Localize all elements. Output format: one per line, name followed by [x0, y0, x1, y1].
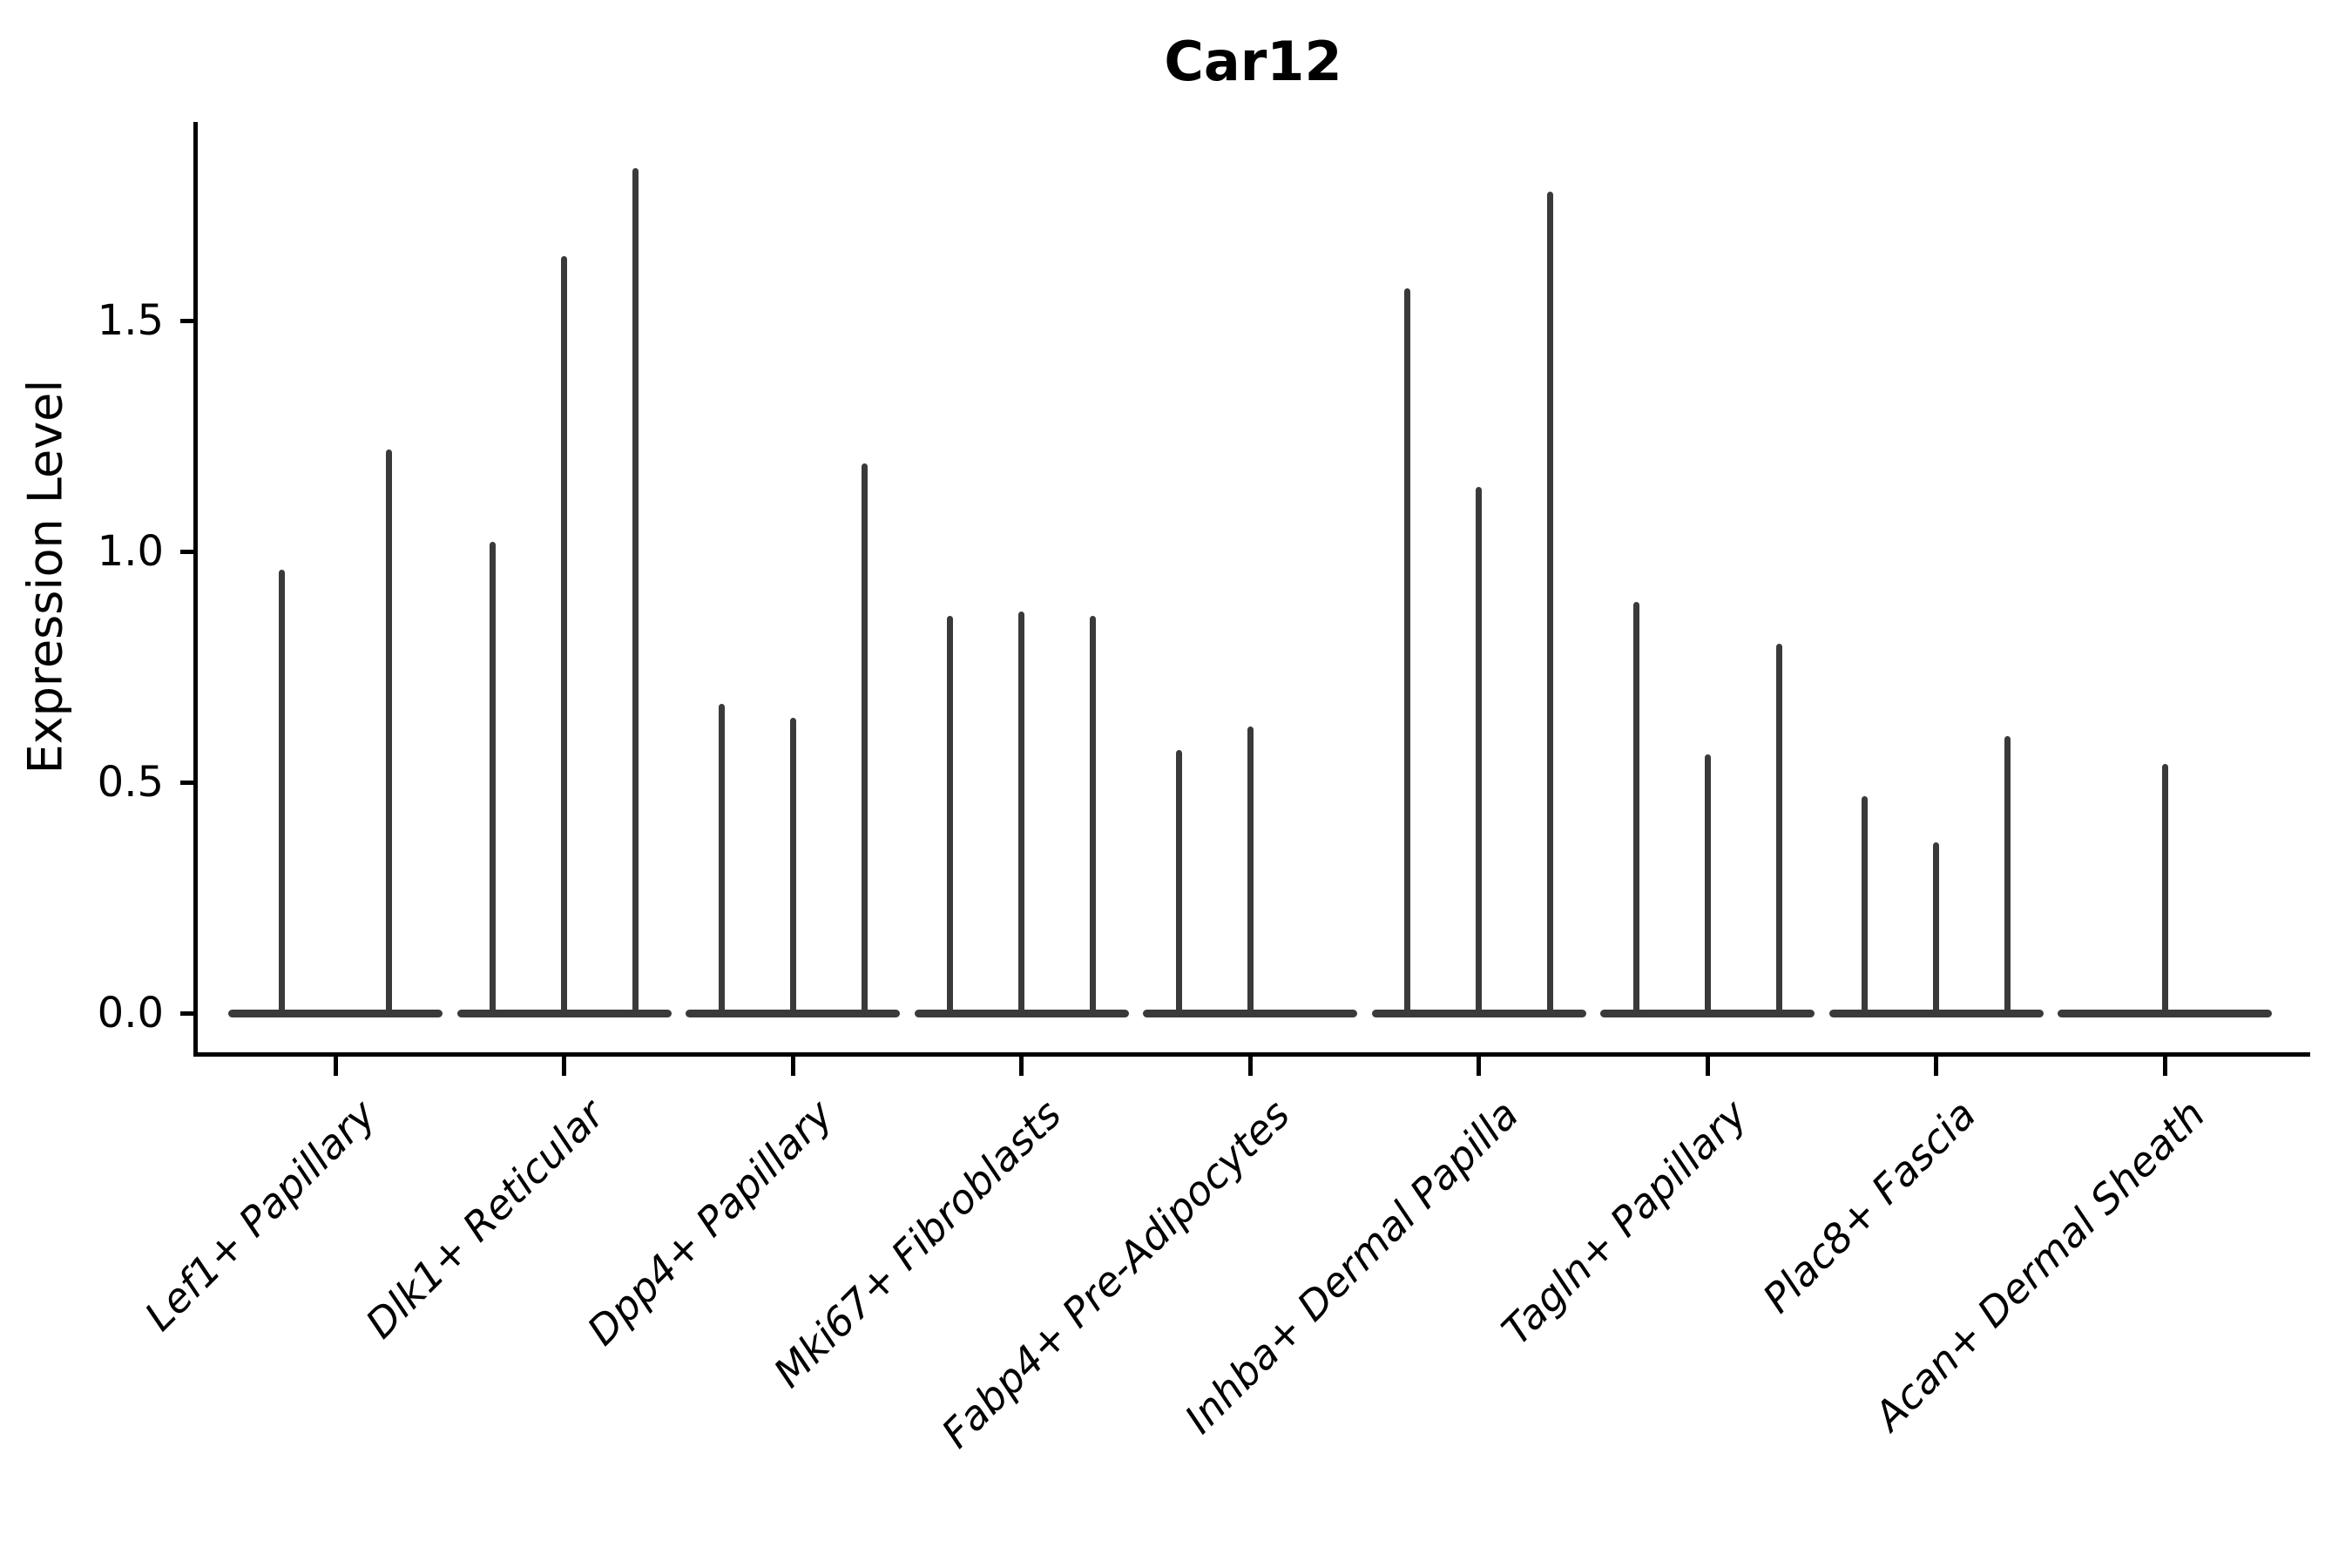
x-tick-mark: [333, 1057, 338, 1076]
violin-spike: [632, 168, 639, 1013]
x-tick-mark: [2162, 1057, 2167, 1076]
violin-spike: [1247, 727, 1254, 1013]
x-tick-label: Dpp4+ Papillary: [578, 1091, 842, 1355]
x-tick-mark: [1019, 1057, 1024, 1076]
violin-spike: [279, 570, 285, 1013]
y-tick-mark: [180, 780, 196, 785]
x-axis-spine: [193, 1052, 2310, 1057]
y-axis-spine: [193, 122, 198, 1057]
x-tick-mark: [1705, 1057, 1710, 1076]
violin-spike: [1933, 841, 1939, 1013]
y-tick-mark: [180, 318, 196, 323]
x-tick-mark: [790, 1057, 795, 1076]
violin-spike: [1476, 486, 1482, 1013]
violin-spike: [561, 255, 567, 1013]
violin-spike: [1018, 611, 1024, 1013]
violin-body-baseline: [456, 1009, 672, 1017]
y-axis-label: Expression Level: [17, 379, 73, 774]
violin-spike: [789, 717, 796, 1013]
violin-spike: [386, 449, 392, 1013]
violin-spike: [2161, 763, 2168, 1013]
violin-spike: [2004, 736, 2011, 1013]
x-tick-mark: [1477, 1057, 1481, 1076]
x-tick-mark: [562, 1057, 566, 1076]
x-tick-label: Tagln+ Papillary: [1492, 1091, 1757, 1355]
violin-spike: [1862, 795, 1868, 1013]
x-tick-mark: [1247, 1057, 1253, 1076]
y-tick-mark: [180, 1010, 196, 1016]
y-tick-label: 0.0: [97, 989, 164, 1037]
y-tick-label: 1.0: [97, 527, 164, 576]
x-tick-label: Plac8+ Fascia: [1754, 1091, 1985, 1322]
violin-spike: [1175, 749, 1182, 1013]
violin-spike: [1547, 191, 1553, 1013]
violin-body-baseline: [686, 1009, 900, 1017]
violin-body-baseline: [1371, 1009, 1586, 1017]
y-tick-mark: [180, 549, 196, 554]
violin-spike: [718, 703, 725, 1013]
x-tick-label: Dlk1+ Reticular: [356, 1091, 613, 1348]
x-tick-label: Lef1+ Papillary: [135, 1091, 385, 1340]
violin-body-baseline: [1828, 1009, 2044, 1017]
violin-body-baseline: [1143, 1009, 1357, 1017]
violin-body-baseline: [2058, 1009, 2272, 1017]
violin-body-baseline: [228, 1009, 443, 1017]
violin-spike: [1632, 602, 1639, 1013]
y-tick-label: 1.5: [97, 296, 164, 345]
chart-title: Car12: [1164, 30, 1342, 93]
violin-spike: [1775, 644, 1782, 1013]
violin-spike: [1090, 616, 1096, 1013]
violin-spike: [947, 616, 953, 1013]
x-tick-mark: [1934, 1057, 1938, 1076]
violin-body-baseline: [1600, 1009, 1815, 1017]
violin-spike: [1404, 287, 1410, 1013]
violin-spike: [490, 542, 496, 1013]
violin-spike: [1704, 754, 1711, 1013]
violin-spike: [861, 463, 868, 1013]
y-tick-label: 0.5: [97, 758, 164, 807]
violin-body-baseline: [914, 1009, 1129, 1017]
